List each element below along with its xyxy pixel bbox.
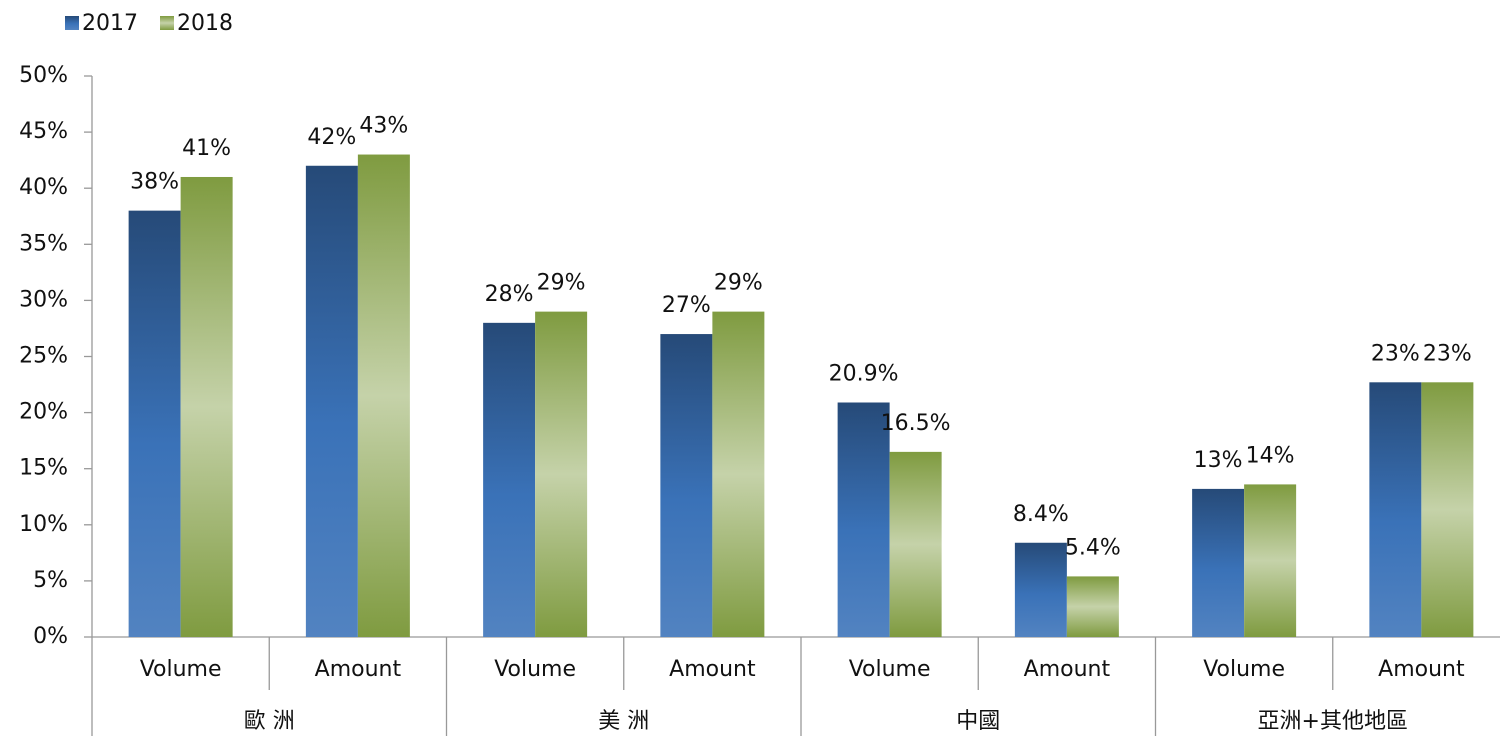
bar (180, 176, 233, 638)
data-label: 29% (537, 271, 586, 296)
x-tick-label: Amount (669, 657, 756, 682)
data-label: 23% (1371, 341, 1420, 366)
data-label: 23% (1423, 341, 1472, 366)
bar (1244, 484, 1297, 637)
data-label: 8.4% (1013, 502, 1069, 527)
bar (837, 402, 890, 637)
legend-label: 2018 (177, 11, 233, 36)
bar (889, 451, 942, 637)
data-label: 14% (1246, 443, 1295, 468)
y-tick-label: 25% (19, 344, 68, 369)
bar (535, 311, 588, 637)
data-label: 43% (359, 114, 408, 139)
group-label: 亞洲+其他地區 (1258, 709, 1408, 734)
data-label: 13% (1194, 448, 1243, 473)
data-label: 41% (182, 136, 231, 161)
y-tick-label: 50% (19, 63, 68, 88)
data-label: 29% (714, 271, 763, 296)
x-tick-label: Amount (315, 657, 402, 682)
group-label: 中國 (956, 709, 1000, 734)
y-tick-label: 45% (19, 119, 68, 144)
y-tick-label: 35% (19, 231, 68, 256)
bar (483, 322, 536, 637)
y-tick-label: 20% (19, 400, 68, 425)
x-tick-label: Amount (1378, 657, 1465, 682)
legend-label: 2017 (82, 11, 138, 36)
x-tick-label: Amount (1024, 657, 1111, 682)
y-tick-label: 40% (19, 175, 68, 200)
x-tick-label: Volume (849, 657, 931, 682)
bar (1421, 382, 1474, 637)
bar (1014, 542, 1067, 637)
y-tick-label: 15% (19, 456, 68, 481)
y-tick-label: 5% (33, 568, 68, 593)
x-tick-label: Volume (1203, 657, 1285, 682)
x-tick-label: Volume (494, 657, 576, 682)
bar (660, 334, 713, 637)
bar (357, 154, 410, 638)
y-tick-label: 30% (19, 287, 68, 312)
x-tick-label: Volume (140, 657, 222, 682)
legend-swatch (160, 16, 174, 30)
bar (1192, 488, 1245, 637)
data-label: 20.9% (829, 362, 899, 387)
group-label: 歐 洲 (244, 709, 295, 734)
legend-swatch (65, 16, 79, 30)
data-label: 28% (485, 282, 534, 307)
data-label: 16.5% (881, 411, 951, 436)
bar (1369, 382, 1422, 637)
bar (712, 311, 765, 637)
bar (1066, 576, 1119, 637)
data-label: 27% (662, 293, 711, 318)
y-tick-label: 0% (33, 624, 68, 649)
data-label: 38% (130, 170, 179, 195)
bar (128, 210, 181, 637)
data-label: 5.4% (1065, 535, 1121, 560)
bar (305, 165, 358, 637)
data-label: 42% (307, 125, 356, 150)
group-label: 美 洲 (598, 709, 649, 734)
y-tick-label: 10% (19, 512, 68, 537)
